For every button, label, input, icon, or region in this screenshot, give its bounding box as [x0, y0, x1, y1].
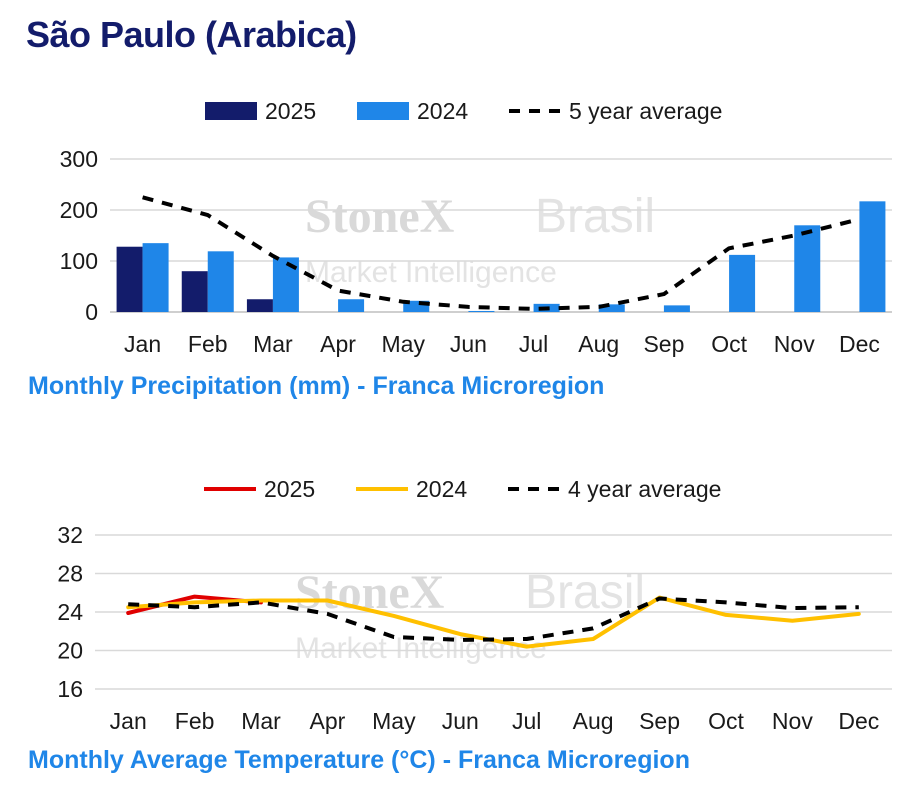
watermark-brand: StoneX [305, 190, 455, 243]
legend-item: 4 year average [508, 476, 721, 502]
precipitation-legend: 2025 2024 5 year average [205, 98, 722, 124]
precipitation-chart: StoneX Brasil Market Intelligence Jan Feb… [60, 98, 892, 357]
y-tick-label: 24 [57, 599, 83, 625]
bar-2024-aug [598, 304, 625, 312]
x-tick-label: Aug [573, 708, 614, 734]
y-tick-label: 32 [57, 522, 83, 548]
x-tick-label: Feb [175, 708, 215, 734]
bar-2024-jan [142, 243, 169, 312]
x-tick-label: Mar [241, 708, 281, 734]
x-tick-label: Jun [450, 331, 487, 357]
precipitation-chart-title: Monthly Precipitation (mm) - Franca Micr… [28, 372, 605, 400]
bar-2024-apr [338, 299, 365, 312]
x-tick-label: Mar [253, 331, 293, 357]
bar-2025-jan [116, 246, 143, 312]
legend-swatch [205, 102, 257, 120]
bar-2025-feb [181, 271, 208, 312]
legend-label: 4 year average [568, 476, 721, 502]
series-line-4-year-average [128, 596, 859, 642]
temperature-chart-title: Monthly Average Temperature (°C) - Franc… [28, 746, 690, 774]
x-tick-label: Jul [519, 331, 548, 357]
x-tick-label: Nov [772, 708, 813, 734]
y-tick-label: 28 [57, 561, 83, 587]
x-tick-label: Sep [639, 708, 680, 734]
x-tick-label: May [382, 331, 426, 357]
x-tick-label: Feb [188, 331, 228, 357]
x-tick-label: Jul [512, 708, 541, 734]
temperature-chart: StoneX Brasil Market Intelligence Jan Feb… [57, 476, 892, 734]
y-tick-label: 200 [60, 197, 98, 223]
y-tick-label: 16 [57, 676, 83, 702]
bar-2024-dec [859, 201, 886, 312]
legend-item: 2024 [357, 98, 468, 124]
bar-2024-oct [729, 254, 756, 312]
precipitation-watermark: StoneX Brasil Market Intelligence [305, 190, 655, 289]
x-tick-label: Sep [643, 331, 684, 357]
series-line-5-year-average [142, 195, 860, 311]
bar-2024-nov [794, 225, 821, 312]
legend-label: 2024 [416, 476, 467, 502]
watermark-subtitle: Market Intelligence [295, 632, 547, 665]
bar-2024-jun [468, 310, 495, 312]
legend-item: 2025 [204, 476, 315, 502]
y-tick-label: 100 [60, 248, 98, 274]
bar-2024-may [403, 300, 430, 312]
temperature-legend: 2025 2024 4 year average [204, 476, 721, 502]
legend-item: 2024 [356, 476, 467, 502]
x-tick-label: Dec [839, 331, 880, 357]
x-tick-label: Nov [774, 331, 815, 357]
y-tick-label: 20 [57, 638, 83, 664]
watermark-brand-suffix: Brasil [535, 190, 655, 243]
watermark-brand-suffix: Brasil [525, 566, 645, 619]
y-tick-label: 300 [60, 146, 98, 172]
x-tick-label: Jun [442, 708, 479, 734]
legend-label: 2024 [417, 98, 468, 124]
legend-item: 2025 [205, 98, 316, 124]
legend-label: 5 year average [569, 98, 722, 124]
page-title: São Paulo (Arabica) [26, 14, 357, 55]
legend-label: 2025 [265, 98, 316, 124]
legend-label: 2025 [264, 476, 315, 502]
x-tick-label: Aug [578, 331, 619, 357]
x-tick-label: Apr [310, 708, 346, 734]
x-tick-label: Jan [110, 708, 147, 734]
bar-2024-feb [207, 251, 234, 312]
bar-2024-sep [663, 305, 690, 312]
legend-swatch [357, 102, 409, 120]
x-tick-label: Oct [711, 331, 747, 357]
x-tick-label: Oct [708, 708, 744, 734]
y-tick-label: 0 [85, 299, 98, 325]
x-tick-label: May [372, 708, 416, 734]
x-tick-label: Apr [320, 331, 356, 357]
x-tick-label: Dec [838, 708, 879, 734]
bar-2025-mar [246, 299, 273, 312]
x-tick-label: Jan [124, 331, 161, 357]
legend-item: 5 year average [509, 98, 722, 124]
